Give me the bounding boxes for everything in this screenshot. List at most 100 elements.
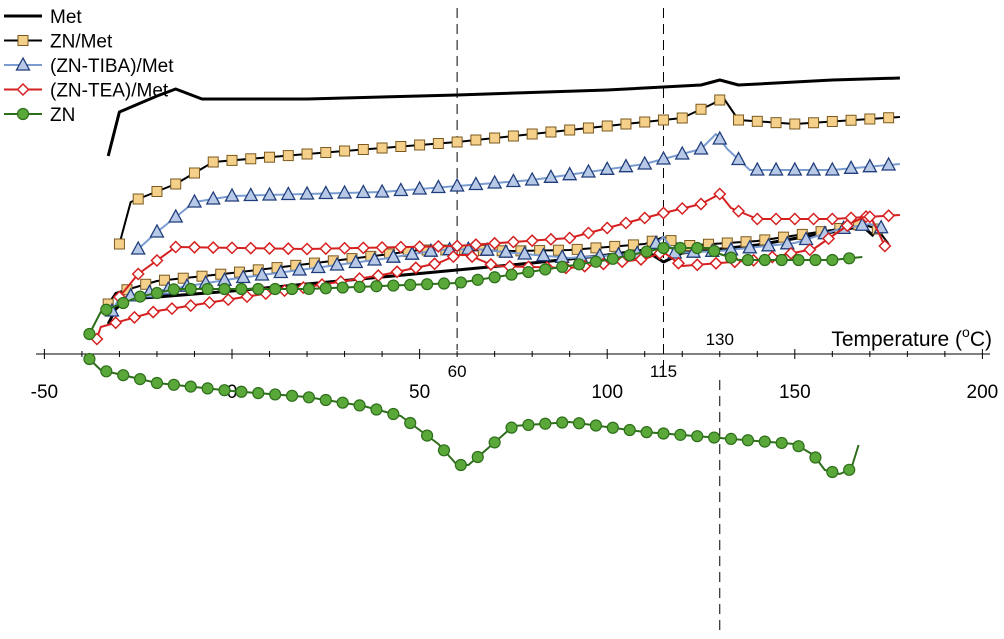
data-point [788,212,802,226]
data-point [149,223,165,238]
data-point [117,369,130,382]
x-axis-title-superscript: o [962,324,970,340]
data-point [845,114,857,126]
series-line [107,223,890,305]
legend-marker [15,56,31,71]
data-point [375,240,389,255]
data-point [385,248,401,263]
data-point [127,310,142,324]
data-point [470,134,482,146]
data-point [150,286,164,300]
data-point [506,235,520,249]
data-point [184,282,197,296]
data-point [252,387,265,400]
data-point [357,144,369,155]
data-point [413,240,427,254]
data-point [505,173,521,188]
data-point [843,463,856,476]
data-point [465,250,479,264]
data-point [489,132,501,144]
data-point [299,185,315,200]
x-tick-label: 50 [409,382,430,403]
data-point [806,212,821,226]
x-tick-label: 200 [967,382,999,403]
data-point [150,376,164,390]
legend-item-zn-met: ZN/Met [4,32,113,53]
data-point [657,241,670,255]
data-point [741,253,755,267]
x-axis-title: Temperature (oC) [831,324,992,351]
data-point [261,186,278,201]
data-point [409,261,423,275]
data-point [235,282,248,296]
data-point [269,388,282,401]
data-point [487,174,503,189]
data-point [187,240,202,254]
data-point [618,158,634,173]
data-point [245,153,257,165]
data-point [488,271,501,284]
data-point [775,253,788,267]
legend-label: (ZN-TIBA)/Met [50,56,174,77]
data-point [623,249,636,262]
data-point [656,206,671,220]
data-point [329,256,345,271]
x-tick-label: 150 [779,382,811,403]
data-point [414,139,426,151]
data-point [627,239,639,251]
data-point [285,282,299,296]
data-point [826,465,839,479]
data-point [539,263,552,276]
data-point [201,282,214,296]
data-point [371,269,385,283]
data-point [471,450,484,464]
data-point [146,305,160,319]
data-point [525,234,539,248]
data-point [878,239,892,253]
data-point [522,418,535,432]
data-point [421,429,434,442]
data-point [760,237,777,252]
data-point [348,254,364,269]
data-point [581,226,596,240]
data-point [572,258,586,271]
data-point [202,296,217,310]
data-point [469,238,483,252]
data-point [708,244,721,258]
data-point [479,241,495,256]
data-point [809,451,822,464]
data-point [244,241,258,255]
data-point [770,117,782,129]
data-point [468,176,484,191]
data-point [691,241,704,255]
data-point [430,179,446,194]
data-point [862,158,878,173]
data-point [505,268,518,281]
data-point [117,296,130,310]
data-point [572,417,586,430]
series-zn-met-cooling [113,94,900,250]
legend: Met ZN/Met (ZN-TIBA)/Met (ZN-TEA)/Met ZN [4,7,174,126]
data-point [83,352,96,366]
data-point [387,407,400,421]
data-point [488,436,501,449]
data-point [450,239,464,253]
data-point [235,385,248,398]
data-point [218,384,231,397]
annotation-label-115: 115 [650,362,677,381]
data-point [282,150,294,162]
data-point [657,114,669,126]
data-point [390,265,404,279]
data-point [690,258,704,272]
data-point [822,232,836,246]
data-point [826,116,838,127]
data-point [571,243,583,255]
data-point [778,231,790,243]
data-point [805,161,822,176]
data-point [262,241,277,255]
data-point [130,240,146,255]
data-point [310,259,326,274]
data-point [750,212,764,226]
data-point [803,243,817,257]
legend-marker [17,35,29,46]
